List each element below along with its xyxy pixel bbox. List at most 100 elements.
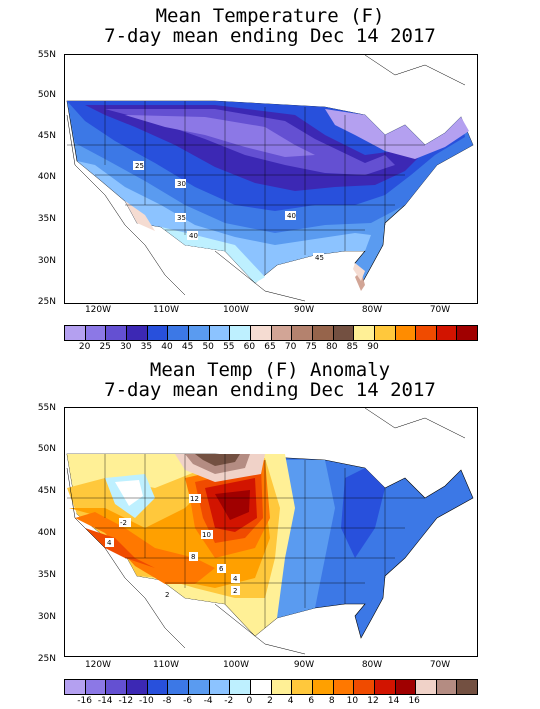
- map1-state-lines: [67, 101, 425, 275]
- colorbar-label: 45: [181, 342, 194, 352]
- map2-lat-label: 30N: [37, 612, 56, 622]
- map2-lon-label: 120W: [84, 660, 112, 670]
- colorbar-label: 80: [326, 342, 338, 352]
- colorbar-swatch: [188, 680, 210, 694]
- colorbar-swatch: [354, 680, 375, 694]
- map1-lat-label: 30N: [37, 256, 56, 266]
- colorbar-swatch: [85, 680, 107, 694]
- map2-lon-label: 90W: [293, 660, 315, 670]
- colorbar-label: 85: [346, 342, 359, 352]
- colorbar-label: 35: [140, 342, 153, 352]
- colorbar-swatch: [333, 680, 355, 694]
- colorbar-label: 50: [202, 342, 214, 352]
- map1-lon-label: 100W: [222, 305, 250, 315]
- map2-contour-label: 2: [165, 591, 169, 599]
- map1-contour-label: 45: [315, 254, 324, 262]
- colorbar-swatch: [354, 326, 375, 340]
- colorbar-swatch: [416, 680, 437, 694]
- map2-title-line1: Mean Temp (F) Anomaly: [149, 359, 391, 381]
- map1-lat-label: 45N: [37, 131, 56, 141]
- colorbar-swatch: [65, 680, 86, 694]
- map2-contour-label: 6: [219, 565, 224, 573]
- colorbar-label: -4: [203, 696, 213, 706]
- map2-title-line2: 7-day mean ending Dec 14 2017: [104, 379, 436, 401]
- map2-contour-label: -2: [120, 519, 127, 527]
- map2-state-lines: [67, 454, 425, 628]
- colorbar-swatch: [106, 326, 127, 340]
- map1-contour-label: 25: [135, 162, 144, 170]
- colorbar-label: 14: [387, 696, 400, 706]
- map1-colorbar: [64, 325, 478, 341]
- colorbar-label: 0: [246, 696, 253, 706]
- colorbar-swatch: [126, 680, 148, 694]
- colorbar-label: 55: [223, 342, 235, 352]
- map2-panel: 12 10 8 6 4 2 -2 4 2: [64, 407, 478, 657]
- colorbar-swatch: [436, 680, 458, 694]
- map2-svg: 12 10 8 6 4 2 -2 4 2: [65, 408, 477, 656]
- colorbar-swatch: [230, 326, 251, 340]
- colorbar-label: 25: [99, 342, 111, 352]
- map1-contour-label: 40: [287, 212, 296, 220]
- map2-contour-label: 4: [233, 575, 238, 583]
- map1-panel: 25 30 35 40 40 45: [64, 54, 478, 304]
- map1-lon-label: 70W: [429, 305, 451, 315]
- colorbar-label: -6: [183, 696, 193, 706]
- map2-contour-label: 2: [233, 587, 237, 595]
- colorbar-swatch: [209, 680, 231, 694]
- colorbar-label: 90: [367, 342, 379, 352]
- map1-contour-label: 30: [177, 180, 186, 188]
- colorbar-label: 10: [346, 696, 359, 706]
- colorbar-label: 2: [267, 696, 273, 706]
- colorbar-swatch: [147, 326, 169, 340]
- colorbar-swatch: [457, 680, 478, 694]
- map2-contour-label: 4: [107, 539, 112, 547]
- colorbar-swatch: [168, 326, 189, 340]
- map2-lon-label: 80W: [361, 660, 383, 670]
- map1-lon-label: 110W: [152, 305, 180, 315]
- map1-lat-label: 50N: [37, 90, 56, 100]
- colorbar-label: 65: [264, 342, 276, 352]
- map1-lon-label: 120W: [84, 305, 112, 315]
- map1-lon-label: 80W: [361, 305, 383, 315]
- map1-lat-label: 35N: [37, 214, 56, 224]
- map1-lat-label: 55N: [37, 50, 56, 60]
- colorbar-swatch: [168, 680, 189, 694]
- map2-lon-label: 70W: [429, 660, 451, 670]
- map1-title-line1: Mean Temperature (F): [155, 5, 385, 27]
- colorbar-label: 40: [161, 342, 173, 352]
- colorbar-swatch: [457, 326, 478, 340]
- colorbar-label: -16: [77, 696, 92, 706]
- colorbar-label: 70: [284, 342, 297, 352]
- colorbar-swatch: [106, 680, 127, 694]
- map2-lon-label: 100W: [222, 660, 250, 670]
- colorbar-swatch: [250, 326, 272, 340]
- colorbar-swatch: [147, 680, 169, 694]
- map2-lat-label: 50N: [37, 444, 56, 454]
- map1-contour-label: 35: [177, 214, 186, 222]
- colorbar-swatch: [271, 326, 293, 340]
- colorbar-swatch: [250, 680, 272, 694]
- map1-title-line2: 7-day mean ending Dec 14 2017: [104, 25, 436, 47]
- colorbar-label: 60: [243, 342, 256, 352]
- map2-contour-label: 12: [190, 495, 199, 503]
- colorbar-label: 30: [120, 342, 132, 352]
- colorbar-swatch: [312, 680, 334, 694]
- map2-lat-label: 35N: [37, 570, 56, 580]
- map1-contour-label: 40: [189, 232, 198, 240]
- map1-lon-label: 90W: [293, 305, 315, 315]
- map2-lat-label: 40N: [37, 528, 56, 538]
- colorbar-label: -12: [118, 696, 134, 706]
- colorbar-swatch: [395, 680, 417, 694]
- colorbar-swatch: [395, 326, 417, 340]
- colorbar-swatch: [65, 326, 86, 340]
- colorbar-label: 8: [328, 696, 335, 706]
- map2-lat-label: 45N: [37, 486, 56, 496]
- colorbar-swatch: [436, 326, 458, 340]
- map2-lat-label: 25N: [37, 654, 56, 664]
- colorbar-swatch: [209, 326, 231, 340]
- map2-contour-label: 8: [191, 553, 195, 561]
- colorbar-label: 16: [408, 696, 420, 706]
- colorbar-label: 20: [78, 342, 91, 352]
- colorbar-swatch: [230, 680, 251, 694]
- colorbar-swatch: [374, 326, 396, 340]
